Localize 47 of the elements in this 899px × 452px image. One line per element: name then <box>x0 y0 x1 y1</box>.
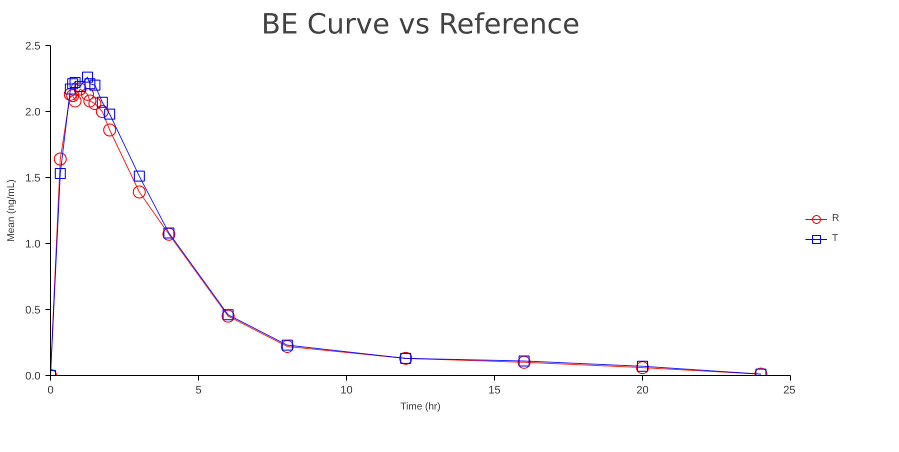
y-tick-label: 0.5 <box>25 304 41 316</box>
point <box>54 152 67 166</box>
point <box>68 94 82 108</box>
point <box>54 168 66 180</box>
point <box>96 96 108 108</box>
y-tick-label: 2.5 <box>25 40 41 52</box>
point <box>222 310 235 323</box>
legend-label: R <box>832 213 840 224</box>
x-tick-label: 20 <box>636 384 649 396</box>
point <box>132 186 146 199</box>
point <box>104 108 116 120</box>
point <box>64 84 76 95</box>
point <box>74 82 87 96</box>
point <box>88 97 102 110</box>
x-tick-label: 10 <box>340 384 353 396</box>
point <box>83 94 96 108</box>
point <box>84 78 96 90</box>
point <box>66 89 80 102</box>
point <box>163 227 174 238</box>
point <box>636 361 649 374</box>
x-tick-label: 15 <box>488 384 501 396</box>
point <box>89 80 100 91</box>
point <box>103 123 116 136</box>
point <box>134 170 145 182</box>
chart-title: BE Curve vs Reference <box>261 8 580 40</box>
point <box>70 76 81 88</box>
point <box>64 88 77 101</box>
x-tick-label: 5 <box>195 384 202 396</box>
y-tick-label: 1.0 <box>25 238 41 250</box>
legend-label: T <box>832 233 840 244</box>
y-tick-label: 0.0 <box>25 370 41 382</box>
point <box>82 72 93 83</box>
y-tick-label: 1.5 <box>25 172 41 184</box>
x-tick-label: 0 <box>47 384 54 396</box>
point <box>637 360 648 372</box>
x-axis-title: Time (hr) <box>400 402 441 412</box>
y-axis-title: Mean (ng/mL) <box>6 179 18 242</box>
point <box>518 355 530 366</box>
y-tick-label: 2.0 <box>25 106 41 118</box>
point <box>162 228 176 241</box>
point <box>96 105 109 118</box>
point <box>74 80 86 92</box>
x-tick-label: 25 <box>783 384 796 396</box>
point <box>67 78 78 90</box>
point <box>222 309 234 320</box>
point <box>518 356 531 369</box>
point <box>81 88 94 101</box>
